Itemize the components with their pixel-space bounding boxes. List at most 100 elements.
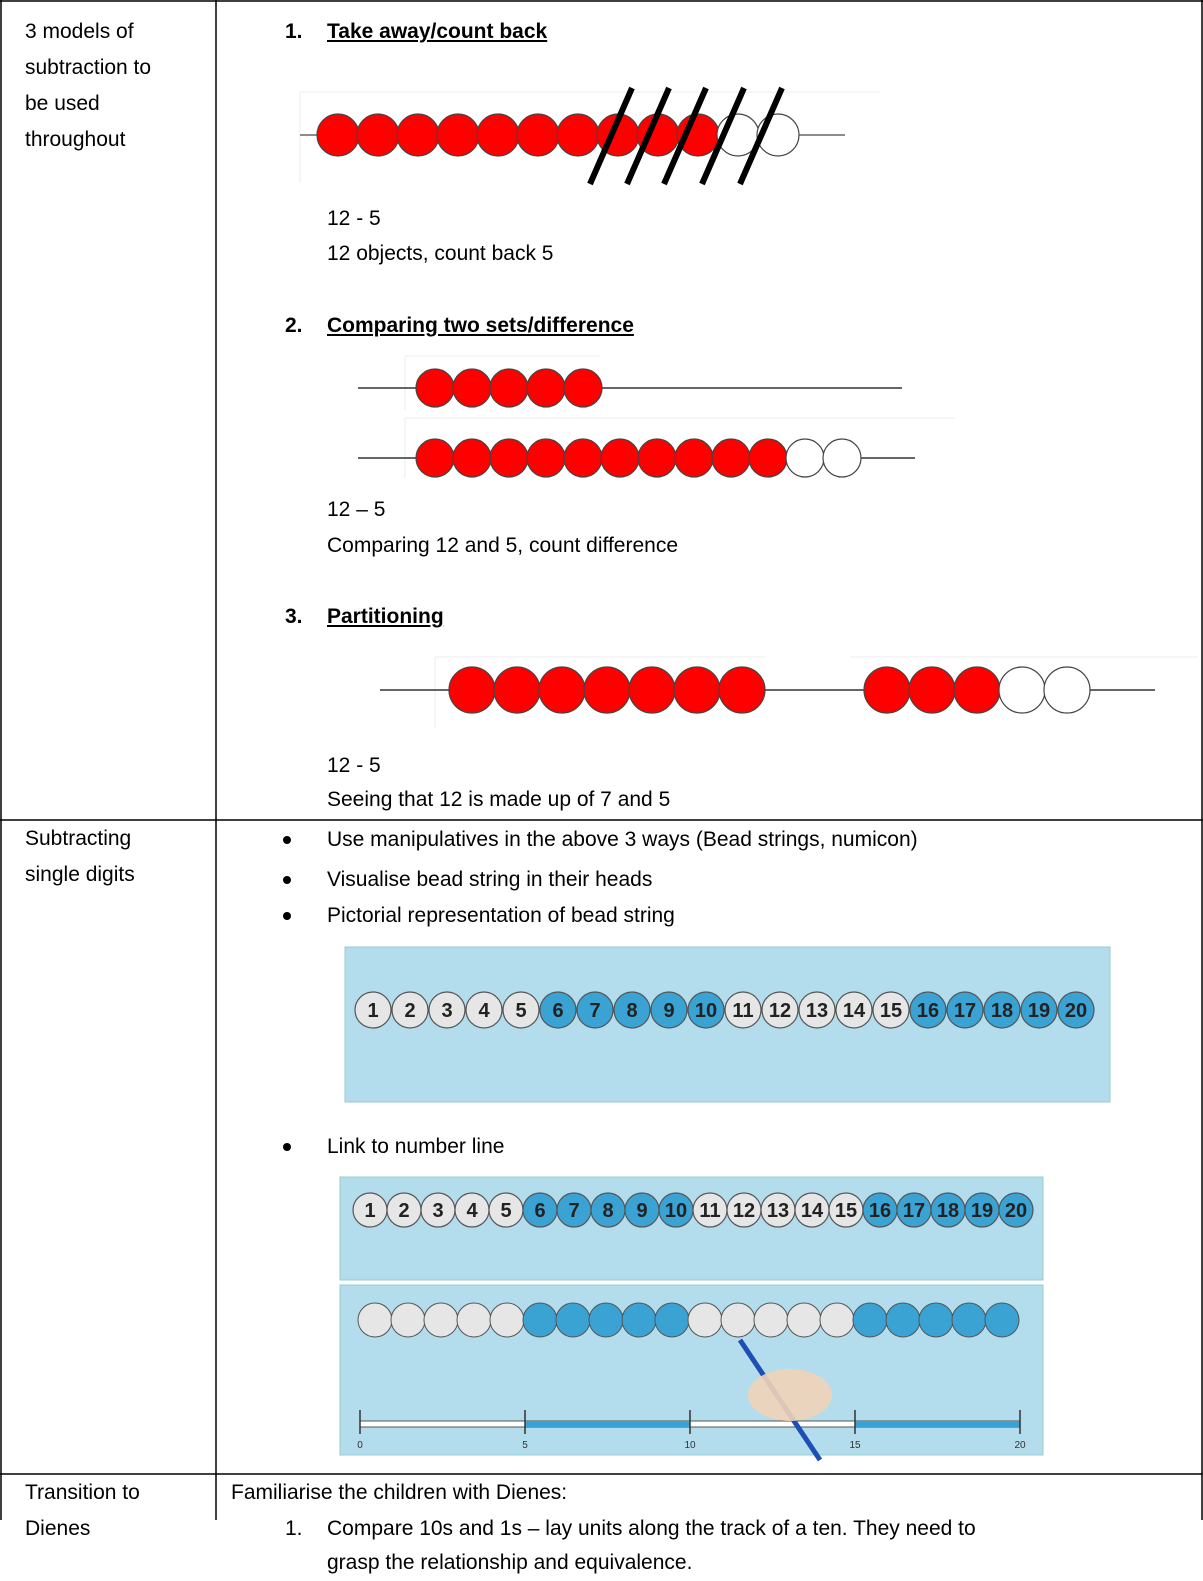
strip-number: 13: [767, 1200, 789, 1222]
bead: [1043, 666, 1091, 714]
bead: [415, 438, 455, 478]
strip-number: 3: [441, 1000, 452, 1022]
number-line-label: 15: [849, 1440, 861, 1451]
model-heading: Take away/count back: [327, 20, 548, 43]
bead: [563, 438, 603, 478]
number-line-label: 20: [1014, 1440, 1026, 1451]
bead: [516, 113, 560, 157]
row-label: Subtracting single digits: [25, 827, 135, 886]
bead: [489, 438, 529, 478]
strip-number: 4: [478, 1000, 490, 1022]
bead: [448, 666, 496, 714]
line-bead: [357, 1302, 393, 1338]
intro-text: Familiarise the children with Dienes:: [231, 1481, 568, 1504]
bead: [953, 666, 1001, 714]
bead: [538, 666, 586, 714]
model-text: 12 - 5: [327, 754, 381, 777]
bullet: [283, 836, 291, 844]
strip-bead: [465, 991, 503, 1029]
strip-number: 2: [404, 1000, 415, 1022]
strip-number: 3: [432, 1200, 443, 1222]
line-bead: [621, 1302, 657, 1338]
bead: [356, 113, 400, 157]
strip-number: 16: [917, 1000, 939, 1022]
strip-bead: [1057, 991, 1095, 1029]
bead: [415, 368, 455, 408]
strip-bead: [650, 991, 688, 1029]
strip-number: 8: [626, 1000, 637, 1022]
line-bead: [555, 1302, 591, 1338]
bead: [556, 113, 600, 157]
bead: [526, 438, 566, 478]
illustrations: 1 2 3 4 5 6 7 8 9 10 11 12 13 14 15 16 17 18 19 201 2 3 4 5 6 7 8 9…: [0, 0, 1203, 1520]
bead: [563, 368, 603, 408]
bead: [476, 113, 520, 157]
line-bead: [522, 1302, 558, 1338]
strip-number: 7: [568, 1200, 579, 1222]
strip-number: 16: [869, 1200, 891, 1222]
line-bead: [951, 1302, 987, 1338]
strip-number: 20: [1065, 1000, 1087, 1022]
strip-number: 5: [500, 1200, 511, 1222]
bead: [785, 438, 825, 478]
model-heading: Comparing two sets/difference: [327, 314, 634, 337]
bullet: [283, 1143, 291, 1151]
strip-number: 10: [695, 1000, 717, 1022]
strip-number: 11: [699, 1200, 720, 1222]
strip-number: 1: [367, 1000, 378, 1022]
strip-number: 8: [602, 1200, 613, 1222]
number-line-label: 5: [522, 1440, 528, 1451]
item-text: Compare 10s and 1s – lay units along the…: [327, 1517, 976, 1540]
line-bead: [918, 1302, 954, 1338]
strip-number: 20: [1005, 1200, 1027, 1222]
bead: [637, 438, 677, 478]
strip-bead: [391, 991, 429, 1029]
line-bead: [687, 1302, 723, 1338]
row-label: 3 models of subtraction to be used throu…: [25, 20, 152, 151]
line-bead: [654, 1302, 690, 1338]
strip-number: 9: [636, 1200, 647, 1222]
strip-number: 12: [733, 1200, 755, 1222]
strip-bead: [946, 991, 984, 1029]
strip-bead: [798, 991, 836, 1029]
line-bead: [885, 1302, 921, 1338]
item-number: 1.: [285, 1517, 303, 1540]
strip-bead: [539, 991, 577, 1029]
strip-bead: [998, 1192, 1034, 1228]
model-number: 1.: [285, 20, 303, 43]
item-text: grasp the relationship and equivalence.: [327, 1551, 693, 1574]
strip-number: 18: [991, 1000, 1013, 1022]
strip-number: 2: [398, 1200, 409, 1222]
strip-number: 7: [589, 1000, 600, 1022]
strip-bead: [724, 991, 762, 1029]
model-text: 12 objects, count back 5: [327, 242, 554, 265]
strip-number: 4: [466, 1200, 478, 1222]
strip-number: 19: [1028, 1000, 1050, 1022]
strip-number: 11: [732, 1000, 753, 1022]
strip-number: 13: [806, 1000, 828, 1022]
bead: [718, 666, 766, 714]
slash: [699, 86, 747, 186]
strip-bead: [835, 991, 873, 1029]
strip-bead: [761, 991, 799, 1029]
slash: [587, 86, 635, 186]
bead: [452, 368, 492, 408]
bead: [863, 666, 911, 714]
strip-number: 6: [552, 1000, 563, 1022]
bullet: [283, 876, 291, 884]
strip-number: 15: [880, 1000, 902, 1022]
line-bead: [753, 1302, 789, 1338]
bullet-text: Pictorial representation of bead string: [327, 904, 675, 927]
number-line-part: [855, 1421, 1020, 1427]
bullet: [283, 912, 291, 920]
number-line-part: [525, 1421, 690, 1427]
bead: [316, 113, 360, 157]
strip-number: 12: [769, 1000, 791, 1022]
model-text: 12 - 5: [327, 207, 381, 230]
strip-bead: [872, 991, 910, 1029]
strip-number: 17: [954, 1000, 976, 1022]
bead: [673, 666, 721, 714]
line-bead: [819, 1302, 855, 1338]
strip-number: 9: [663, 1000, 674, 1022]
slash: [737, 86, 785, 186]
